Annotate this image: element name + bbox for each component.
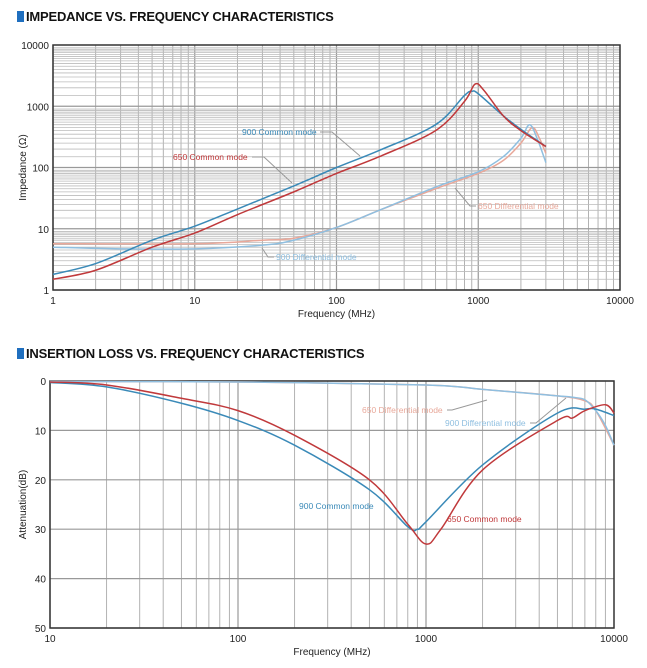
x-tick-label: 1000 (467, 296, 490, 307)
y-tick-label: 10 (35, 426, 47, 437)
series-line-900-common-mode (52, 90, 547, 276)
y-axis-label: Impedance (Ω) (18, 134, 29, 200)
plot-frame (49, 380, 615, 629)
x-tick-label: 10 (44, 634, 56, 645)
series-line-900-differential-mode (49, 380, 615, 446)
x-axis-label: Frequency (MHz) (298, 309, 375, 320)
y-tick-label: 1000 (27, 102, 50, 113)
y-tick-label: 40 (35, 575, 47, 586)
series-label: 650 Common mode (447, 514, 522, 524)
series-label: 650 Differential mode (362, 405, 443, 415)
insertion-loss-chart-title: INSERTION LOSS VS. FREQUENCY CHARACTERIS… (17, 346, 365, 361)
leader-line (252, 156, 293, 184)
impedance-chart-title: IMPEDANCE VS. FREQUENCY CHARACTERISTICS (17, 9, 334, 24)
x-tick-label: 100 (328, 296, 345, 307)
y-tick-label: 1 (43, 286, 49, 297)
leader-line (447, 399, 488, 411)
y-tick-label: 20 (35, 476, 47, 487)
x-tick-label: 10000 (606, 296, 634, 307)
y-tick-label: 30 (35, 525, 47, 536)
title-text: INSERTION LOSS VS. FREQUENCY CHARACTERIS… (26, 346, 365, 361)
series-label: 900 Common mode (242, 127, 317, 137)
x-tick-label: 1000 (415, 634, 438, 645)
leader-line (530, 397, 567, 424)
x-axis-label: Frequency (MHz) (293, 647, 370, 658)
series-line-650-differential-mode (49, 380, 615, 446)
plot-frame (52, 44, 621, 291)
y-tick-label: 50 (35, 624, 47, 635)
series-line-900-common-mode (49, 381, 615, 532)
y-tick-label: 10 (38, 225, 50, 236)
title-marker (17, 11, 24, 22)
title-marker (17, 348, 24, 359)
y-axis-label: Attenuation(dB) (18, 470, 29, 540)
x-tick-label: 100 (230, 634, 247, 645)
series-label: 900 Differential mode (276, 252, 357, 262)
leader-line (454, 187, 476, 207)
series-label: 650 Common mode (173, 152, 248, 162)
series-line-650-common-mode (52, 82, 547, 280)
series-label: 900 Common mode (299, 501, 374, 511)
series-label: 900 Differential mode (445, 418, 526, 428)
x-tick-label: 10000 (600, 634, 628, 645)
impedance-chart: 1 10 100 1000 10000 1 10 100 1000 10000 Frequency … (18, 41, 634, 320)
x-tick-label: 10 (189, 296, 201, 307)
y-tick-label: 100 (32, 164, 49, 175)
leader-line (320, 131, 361, 157)
title-text: IMPEDANCE VS. FREQUENCY CHARACTERISTICS (26, 9, 334, 24)
series-line-900-differential-mode (52, 123, 547, 250)
y-tick-label: 0 (40, 377, 46, 388)
series-label: 650 Differential mode (478, 201, 559, 211)
series-line-650-common-mode (49, 381, 615, 545)
x-tick-label: 1 (50, 296, 56, 307)
y-tick-label: 10000 (21, 41, 49, 52)
leader-line (261, 247, 274, 258)
